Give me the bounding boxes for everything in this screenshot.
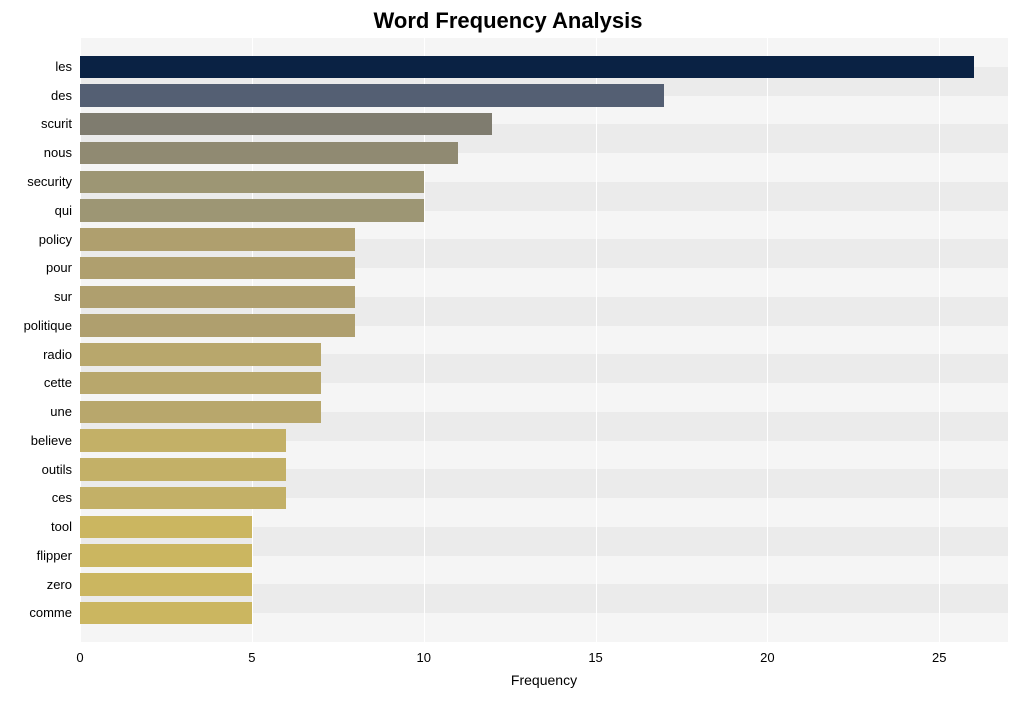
bar xyxy=(80,602,252,624)
bar xyxy=(80,257,355,279)
y-tick-label: radio xyxy=(0,347,72,362)
bar xyxy=(80,314,355,336)
y-tick-label: une xyxy=(0,404,72,419)
bar xyxy=(80,544,252,566)
bar xyxy=(80,113,492,135)
bar xyxy=(80,171,424,193)
y-tick-label: des xyxy=(0,88,72,103)
bar xyxy=(80,84,664,106)
y-tick-label: sur xyxy=(0,289,72,304)
y-tick-label: qui xyxy=(0,203,72,218)
bar xyxy=(80,458,286,480)
x-tick-label: 10 xyxy=(416,650,430,665)
y-tick-label: les xyxy=(0,59,72,74)
y-tick-label: politique xyxy=(0,318,72,333)
y-tick-label: security xyxy=(0,174,72,189)
x-tick-label: 25 xyxy=(932,650,946,665)
gridline xyxy=(596,38,597,642)
bar xyxy=(80,56,974,78)
y-tick-label: tool xyxy=(0,519,72,534)
bar xyxy=(80,343,321,365)
y-tick-label: pour xyxy=(0,260,72,275)
x-axis-title: Frequency xyxy=(80,672,1008,688)
x-tick-label: 20 xyxy=(760,650,774,665)
y-tick-label: comme xyxy=(0,605,72,620)
y-tick-label: flipper xyxy=(0,548,72,563)
bar xyxy=(80,573,252,595)
bar xyxy=(80,516,252,538)
word-frequency-chart: Word Frequency Analysis les des scurit nous… xyxy=(0,0,1016,701)
bar xyxy=(80,372,321,394)
bar xyxy=(80,142,458,164)
x-tick-label: 0 xyxy=(76,650,83,665)
bar xyxy=(80,228,355,250)
bar xyxy=(80,429,286,451)
y-tick-label: policy xyxy=(0,232,72,247)
plot-area xyxy=(80,38,1008,642)
bar xyxy=(80,286,355,308)
y-tick-label: outils xyxy=(0,462,72,477)
y-tick-label: believe xyxy=(0,433,72,448)
y-tick-label: scurit xyxy=(0,116,72,131)
y-tick-label: zero xyxy=(0,577,72,592)
gridline xyxy=(939,38,940,642)
x-tick-label: 15 xyxy=(588,650,602,665)
y-tick-label: ces xyxy=(0,490,72,505)
x-tick-label: 5 xyxy=(248,650,255,665)
y-tick-label: nous xyxy=(0,145,72,160)
gridline xyxy=(767,38,768,642)
bar xyxy=(80,199,424,221)
bar xyxy=(80,401,321,423)
y-tick-label: cette xyxy=(0,375,72,390)
bar xyxy=(80,487,286,509)
chart-title: Word Frequency Analysis xyxy=(0,8,1016,34)
